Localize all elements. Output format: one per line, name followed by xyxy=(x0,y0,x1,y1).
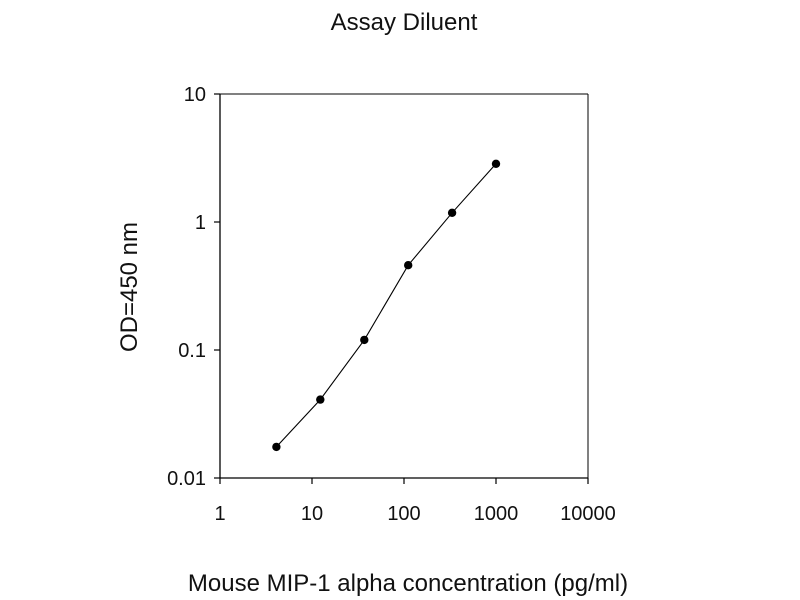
y-tick-label: 0.01 xyxy=(167,468,206,490)
series-line xyxy=(275,163,497,448)
data-point xyxy=(447,208,457,217)
y-tick-label: 10 xyxy=(184,84,206,106)
y-ticks: 0.01 0.1 1 10 xyxy=(167,84,220,490)
data-points xyxy=(272,159,501,452)
x-tick-label: 10 xyxy=(301,503,323,525)
y-axis-label: OD=450 nm xyxy=(116,222,143,352)
plot-frame xyxy=(219,93,589,479)
y-tick-label: 1 xyxy=(195,212,206,234)
data-point xyxy=(404,261,413,270)
data-point xyxy=(491,159,501,168)
data-point xyxy=(316,395,325,404)
chart-title: Assay Diluent xyxy=(331,9,478,36)
x-tick-label: 1 xyxy=(214,503,225,525)
x-tick-label: 1000 xyxy=(474,503,519,525)
x-tick-label: 100 xyxy=(387,503,420,525)
data-point xyxy=(272,442,281,452)
x-axis-label: Mouse MIP-1 alpha concentration (pg/ml) xyxy=(188,570,628,597)
x-ticks: 1 10 100 1000 10000 xyxy=(214,478,616,525)
y-tick-label: 0.1 xyxy=(178,340,206,362)
data-point xyxy=(360,335,369,345)
x-tick-label: 10000 xyxy=(560,503,616,525)
